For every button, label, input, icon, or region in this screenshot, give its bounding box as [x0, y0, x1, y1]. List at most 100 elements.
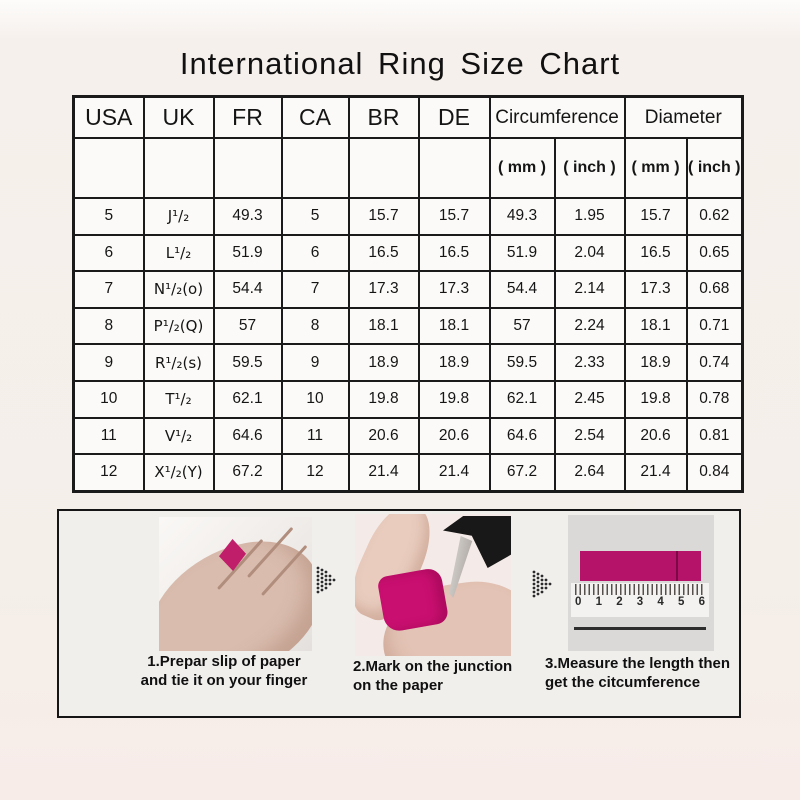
- table-cell: 1.95: [553, 197, 626, 236]
- table-cell: 19.8: [623, 379, 688, 419]
- table-cell: 7: [72, 270, 145, 309]
- ruler-number: 6: [698, 596, 705, 608]
- table-cell: 2.04: [553, 233, 626, 273]
- col-header-uk: UK: [142, 95, 215, 139]
- table-cell: 16.5: [417, 233, 491, 273]
- table-cell: 15.7: [417, 197, 491, 236]
- table-cell: 10: [280, 379, 350, 419]
- paper-band-on-finger: [376, 566, 450, 634]
- table-cell: 0.78: [685, 379, 744, 419]
- table-cell: 51.9: [212, 233, 283, 273]
- table-cell: 0.62: [685, 197, 744, 236]
- empty-cell: [142, 137, 215, 199]
- dotted-arrow-right-icon: [532, 570, 552, 598]
- paper-strip-flat: [580, 551, 701, 581]
- col-header-diameter: Diameter: [623, 95, 744, 139]
- table-cell: 9: [280, 343, 350, 382]
- table-cell: 0.71: [685, 306, 744, 346]
- table-cell: 19.8: [347, 379, 420, 419]
- unit-header-diameter-inch: ( inch ): [685, 137, 744, 199]
- table-cell: 21.4: [347, 453, 420, 493]
- table-cell: 18.1: [347, 306, 420, 346]
- table-cell: 18.9: [417, 343, 491, 382]
- col-header-usa: USA: [72, 95, 145, 139]
- unit-header-diameter-mm: ( mm ): [623, 137, 688, 199]
- table-cell: 20.6: [347, 416, 420, 456]
- table-cell: 49.3: [212, 197, 283, 236]
- table-cell: T¹/₂: [142, 379, 215, 419]
- table-cell: 20.6: [623, 416, 688, 456]
- table-cell: 54.4: [212, 270, 283, 309]
- table-cell: 7: [280, 270, 350, 309]
- table-cell: V¹/₂: [142, 416, 215, 456]
- table-cell: 2.54: [553, 416, 626, 456]
- table-cell: 9: [72, 343, 145, 382]
- table-cell: 10: [72, 379, 145, 419]
- col-header-de: DE: [417, 95, 491, 139]
- table-cell: 64.6: [488, 416, 556, 456]
- empty-cell: [417, 137, 491, 199]
- table-cell: 0.68: [685, 270, 744, 309]
- table-cell: 17.3: [347, 270, 420, 309]
- ring-size-table: USA UK FR CA BR DE Circumference Diamete…: [72, 95, 745, 493]
- table-cell: 17.3: [623, 270, 688, 309]
- unit-header-circumference-inch: ( inch ): [553, 137, 626, 199]
- table-cell: 18.9: [347, 343, 420, 382]
- ruler-number: 2: [616, 596, 623, 608]
- col-header-br: BR: [347, 95, 420, 139]
- table-header-row: USA UK FR CA BR DE Circumference Diamete…: [72, 95, 744, 139]
- measurement-instructions-panel: 0 1 2 3 4 5 6 1.Prepar slip of paper and…: [57, 509, 741, 718]
- table-cell: 51.9: [488, 233, 556, 273]
- ruler-number: 5: [677, 596, 685, 608]
- ruler: 0 1 2 3 4 5 6: [571, 583, 709, 617]
- table-cell: 2.64: [553, 453, 626, 493]
- table-cell: 2.33: [553, 343, 626, 382]
- table-cell: 54.4: [488, 270, 556, 309]
- hand-back-illustration: [159, 517, 312, 651]
- table-cell: 15.7: [347, 197, 420, 236]
- table-cell: 2.45: [553, 379, 626, 419]
- col-header-fr: FR: [212, 95, 283, 139]
- table-cell: 59.5: [488, 343, 556, 382]
- ruler-numbers: 0 1 2 3 4 5 6: [575, 596, 705, 608]
- table-cell: 8: [72, 306, 145, 346]
- step1-caption: 1.Prepar slip of paper and tie it on you…: [97, 653, 351, 691]
- table-cell: 62.1: [212, 379, 283, 419]
- step2-caption: 2.Mark on the junction on the paper: [353, 658, 593, 696]
- table-cell: 67.2: [212, 453, 283, 493]
- table-cell: 15.7: [623, 197, 688, 236]
- caption-line: get the citcumference: [545, 673, 701, 691]
- caption-line: and tie it on your finger: [140, 671, 308, 689]
- table-cell: 16.5: [623, 233, 688, 273]
- table-cell: 64.6: [212, 416, 283, 456]
- col-header-circumference: Circumference: [488, 95, 626, 139]
- table-row: 10 T¹/₂ 62.1 10 19.8 19.8 62.1 2.45 19.8…: [72, 379, 744, 419]
- table-row: 6 L¹/₂ 51.9 6 16.5 16.5 51.9 2.04 16.5 0…: [72, 233, 744, 273]
- table-cell: 19.8: [417, 379, 491, 419]
- step3-caption: 3.Measure the length then get the citcum…: [545, 655, 755, 693]
- table-cell: 0.81: [685, 416, 744, 456]
- step3-photo: 0 1 2 3 4 5 6: [568, 515, 714, 651]
- table-cell: 2.24: [553, 306, 626, 346]
- table-cell: X¹/₂(Y): [142, 453, 215, 493]
- empty-cell: [280, 137, 350, 199]
- table-cell: R¹/₂(s): [142, 343, 215, 382]
- ruler-baseline: [574, 627, 706, 630]
- table-cell: 12: [280, 453, 350, 493]
- table-cell: N¹/₂(o): [142, 270, 215, 309]
- table-cell: 16.5: [347, 233, 420, 273]
- table-cell: 67.2: [488, 453, 556, 493]
- pen-grip: [443, 516, 511, 568]
- table-row: 12 X¹/₂(Y) 67.2 12 21.4 21.4 67.2 2.64 2…: [72, 453, 744, 493]
- table-cell: 62.1: [488, 379, 556, 419]
- table-unit-row: ( mm ) ( inch ) ( mm ) ( inch ): [72, 137, 744, 199]
- table-cell: 18.1: [417, 306, 491, 346]
- caption-line: 2.Mark on the junction: [353, 658, 513, 675]
- table-cell: 49.3: [488, 197, 556, 236]
- table-cell: 5: [72, 197, 145, 236]
- table-cell: 11: [280, 416, 350, 456]
- table-cell: 6: [72, 233, 145, 273]
- table-cell: 12: [72, 453, 145, 493]
- table-cell: 17.3: [417, 270, 491, 309]
